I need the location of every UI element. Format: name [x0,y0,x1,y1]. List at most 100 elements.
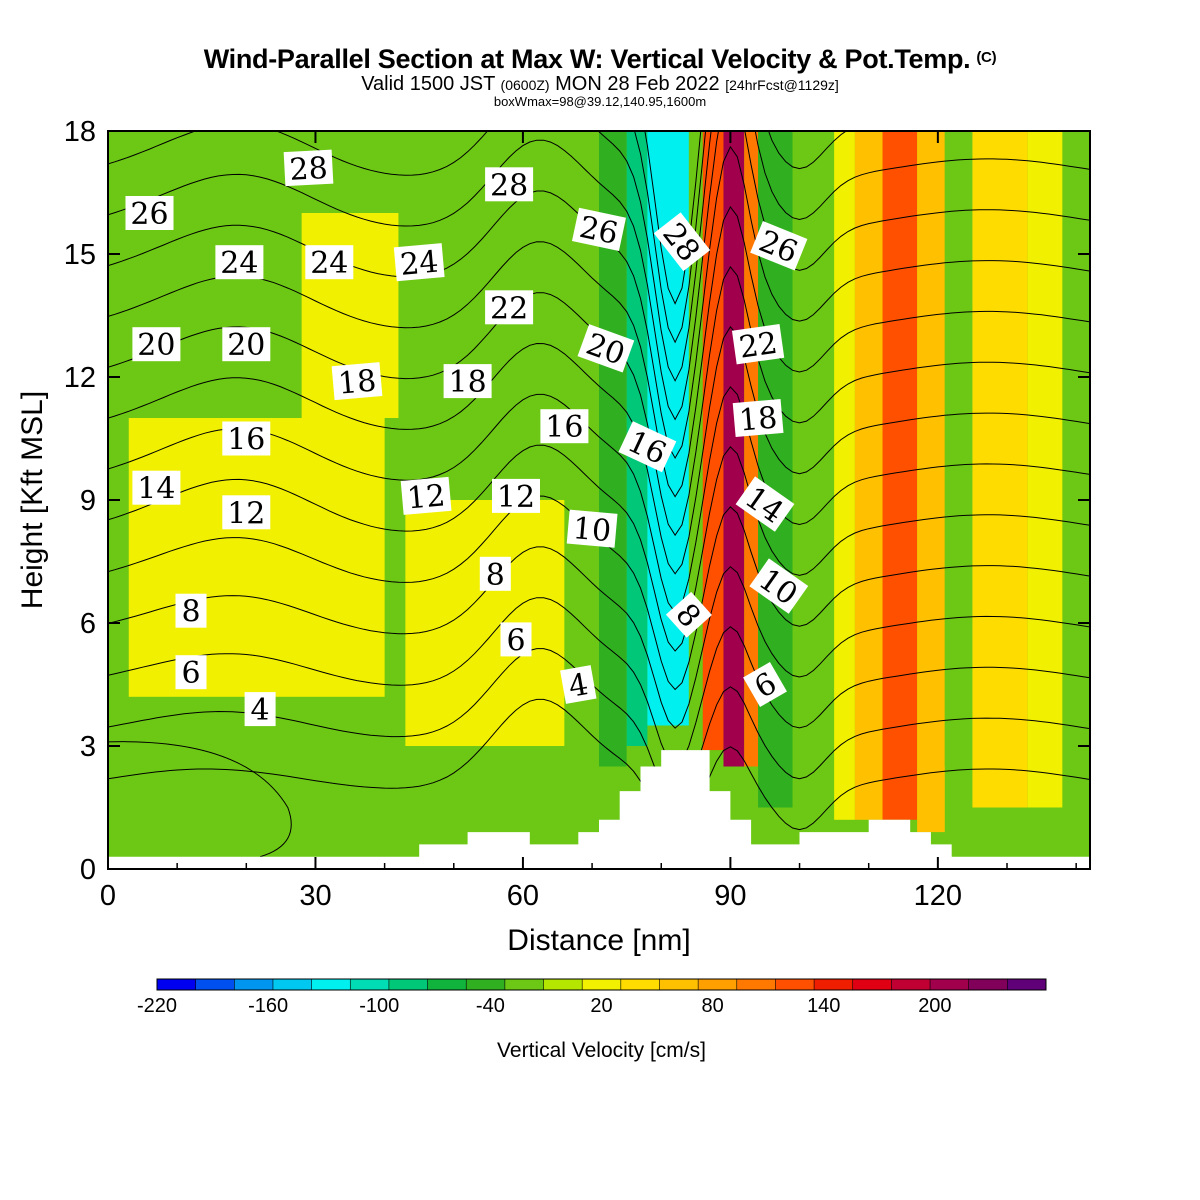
theta-label-box [653,212,711,272]
colorbar-tick-label-1: -160 [248,995,288,1017]
theta-label-30: 6 [500,622,532,658]
x-tick-label-30: 30 [299,880,331,912]
theta-label-1: 28 [485,167,534,203]
theta-contour-10 [108,444,1090,652]
theta-label-box [577,324,635,373]
theta-label-text: 18 [738,400,779,438]
theta-label-box [731,324,785,365]
theta-label-box [400,476,452,515]
theta-contour-6 [108,546,1090,729]
theta-label-text: 4 [251,693,270,728]
colorbar-swatch-7 [427,979,467,990]
theta-label-box [443,364,492,399]
theta-label-0: 28 [283,149,334,188]
velocity-band-16 [882,131,918,820]
colorbar: -220 -160 -100 -40 20 80 140 200 Vertical Veloci… [137,978,1047,1062]
theta-label-text: 22 [737,326,780,366]
theta-label-8: 24 [393,243,445,283]
colorbar-swatch-11 [582,979,622,990]
theta-label-22: 12 [400,476,452,516]
theta-label-box [749,558,809,614]
colorbar-swatch-5 [350,979,390,990]
theta-label-box [244,692,276,727]
velocity-band-14 [834,131,855,820]
colorbar-tick-label-3: -40 [476,995,505,1017]
theta-label-23: 12 [492,478,540,515]
theta-label-text: 8 [486,558,505,593]
theta-label-25: 10 [566,509,618,549]
colorbar-swatch-19 [891,979,931,990]
theta-label-box [485,290,534,325]
colorbar-swatch-12 [620,979,660,990]
theta-label-box [305,245,354,280]
colorbar-swatch-21 [968,979,1008,990]
velocity-band-18 [944,131,973,767]
colorbar-swatch-22 [1007,979,1047,990]
theta-label-box [215,245,264,280]
theta-label-text: 28 [490,168,528,203]
theta-label-box [125,196,174,230]
theta-label-text: 10 [571,511,612,549]
theta-label-20: 14 [132,470,181,507]
theta-label-6: 24 [215,245,264,281]
theta-label-box [132,327,181,362]
theta-label-32: 4 [560,665,597,705]
theta-label-box [500,622,532,657]
theta-label-10: 20 [132,327,181,363]
theta-label-box [283,149,334,187]
velocity-band-3 [405,500,565,746]
colorbar-swatch-14 [698,979,738,990]
x-tick-label-0: 0 [100,880,116,912]
colorbar-swatch-15 [736,979,776,990]
colorbar-swatch-3 [272,979,313,990]
terrain-profile [108,750,1090,869]
y-tick-label-15: 15 [64,239,96,271]
theta-label-box [560,665,597,704]
theta-contour-4 [108,597,1090,768]
x-axis-label: Distance [nm] [507,924,690,957]
theta-label-3: 26 [571,207,627,252]
colorbar-swatch-4 [311,979,351,990]
theta-label-box [222,421,271,456]
theta-label-text: 12 [497,480,535,515]
velocity-band-19 [972,131,1028,808]
colorbar-swatch-10 [543,979,583,990]
velocity-band-17 [917,131,945,833]
y-tick-label-6: 6 [80,608,96,640]
theta-label-text: 8 [181,595,200,630]
theta-contour-loop [108,741,292,858]
y-axis-label: Height [Kft MSL] [16,391,49,609]
box-wmax-info: boxWmax=98@39.12,140.95,1600m [493,94,707,109]
theta-label-box [222,495,271,530]
theta-label-7: 24 [305,245,354,281]
x-tick-label-60: 60 [507,880,539,912]
theta-label-21: 12 [222,495,271,531]
theta-contour-18 [108,205,1090,498]
chart-title: Wind-Parallel Section at Max W: Vertical… [0,44,1200,75]
chart-subtitle: Valid 1500 JST (0600Z) MON 28 Feb 2022 [… [0,73,1200,96]
colorbar-swatch-13 [659,979,699,990]
theta-label-16: 18 [732,398,784,439]
theta-label-box [222,327,271,362]
colorbar-label: Vertical Velocity [cm/s] [497,1039,706,1062]
theta-label-box [618,421,677,473]
theta-label-26: 8 [479,556,511,593]
theta-label-text: 18 [449,365,487,400]
theta-label-text: 26 [130,197,168,232]
x-tick-label-120: 120 [914,880,962,912]
theta-label-text: 24 [220,246,258,281]
valid-time-utc: (0600Z) [500,77,550,93]
theta-label-box [492,478,540,513]
colorbar-tick-label-4: 20 [590,995,612,1017]
theta-label-text: 12 [227,496,265,531]
theta-label-box [540,409,589,444]
y-tick-label-12: 12 [64,362,96,394]
theta-label-2: 26 [125,196,174,232]
colorbar-tick-label-2: -100 [359,995,399,1017]
theta-label-box [479,556,511,591]
theta-label-9: 22 [485,290,534,326]
theta-label-box [732,398,784,438]
theta-label-text: 22 [490,291,528,326]
velocity-band-15 [854,131,883,820]
